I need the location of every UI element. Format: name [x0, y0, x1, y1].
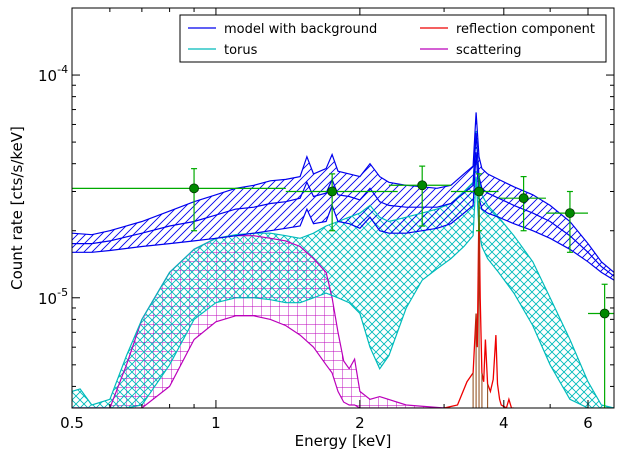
legend-label-reflection-component: reflection component — [456, 22, 595, 37]
plot-frame — [71, 7, 615, 409]
scattering-lower-line — [72, 315, 445, 408]
data-point-3 — [474, 186, 484, 197]
legend-label-model-with-background: model with background — [224, 22, 377, 37]
legend-label-torus: torus — [224, 43, 258, 58]
data-point-4 — [518, 193, 529, 204]
model-with-background-middle-line — [72, 132, 614, 277]
data-points — [72, 165, 614, 408]
model-with-background-lower-line — [72, 152, 614, 281]
legend: model with background reflection componen… — [179, 14, 607, 63]
model-lines — [72, 112, 614, 408]
y-axis-label: Count rate [cts/s/keV] — [8, 126, 26, 290]
x-tick-label-0: 0.5 — [60, 414, 84, 432]
legend-frame — [179, 14, 607, 63]
data-point-5 — [565, 208, 575, 218]
data-point-2 — [417, 180, 428, 191]
x-tick-label-2: 2 — [355, 414, 365, 432]
y-tick-label-0: 10-5 — [38, 286, 68, 308]
model-with-background-upper-line — [72, 112, 614, 273]
x-axis-label: Energy [keV] — [295, 432, 392, 450]
legend-label-scattering: scattering — [456, 43, 522, 58]
x-tick-label-4: 6 — [583, 414, 593, 432]
y-axis-ticks: 10-5 10-4 — [38, 63, 614, 387]
data-point-1 — [327, 186, 338, 197]
x-tick-label-1: 1 — [211, 414, 221, 432]
y-tick-label-1: 10-4 — [38, 63, 68, 85]
torus-upper-line — [72, 131, 614, 408]
data-point-0 — [189, 183, 199, 194]
x-tick-label-3: 4 — [499, 414, 509, 432]
torus-lower-line — [72, 176, 614, 408]
data-point-6 — [599, 308, 610, 319]
